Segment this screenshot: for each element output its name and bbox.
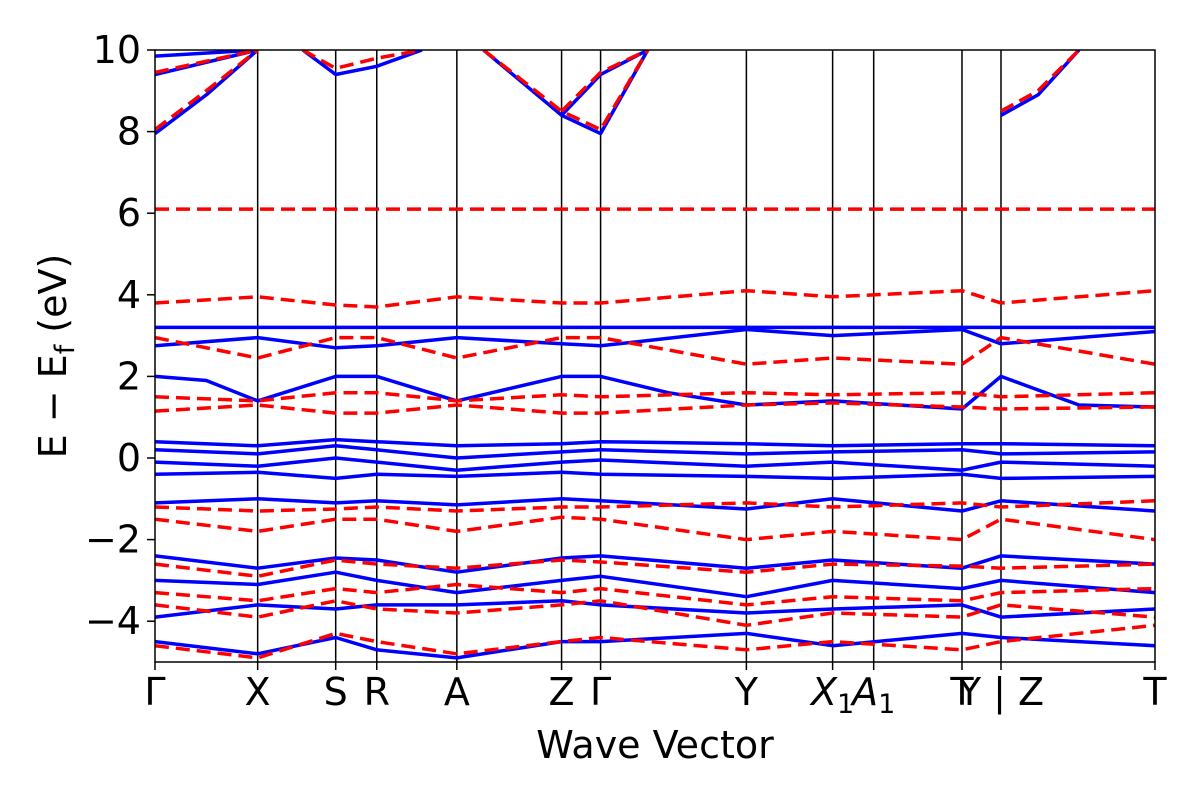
solid-band-line <box>155 497 1155 513</box>
dashed-band-line <box>155 390 1155 403</box>
solid-band-line <box>155 327 1155 350</box>
dashed-band-line <box>155 50 259 131</box>
solid-band-line <box>301 50 423 77</box>
dashed-band-line <box>155 401 1155 415</box>
dashed-band-line <box>155 599 1155 628</box>
y-tick-label: 6 <box>117 191 141 235</box>
dashed-band-line <box>155 499 1155 513</box>
solid-band-line <box>155 470 1155 481</box>
band-lines <box>155 50 1155 660</box>
x-tick-label: A1 <box>849 670 895 720</box>
dashed-band-line <box>155 50 259 75</box>
y-tick-label: 0 <box>117 436 141 480</box>
dashed-band-line <box>482 50 650 132</box>
solid-band-line <box>155 554 1155 574</box>
y-tick-label: 8 <box>117 110 141 154</box>
x-tick-label: R <box>364 670 390 714</box>
x-tick-label: Γ <box>144 670 165 714</box>
x-tick-label: Z <box>549 670 575 714</box>
y-axis-title: E − Ef (eV) <box>31 254 81 459</box>
dashed-band-line <box>155 582 1155 607</box>
x-tick-label: X1 <box>809 670 854 720</box>
y-tick-label: 10 <box>93 28 141 72</box>
y-axis-ticks: −4 −2 0 2 4 6 8 10 <box>85 28 155 643</box>
x-axis-title: Wave Vector <box>536 723 774 767</box>
x-tick-label: Γ <box>590 670 611 714</box>
solid-band-line <box>155 631 1155 660</box>
solid-band-line <box>1000 50 1081 117</box>
y-tick-label: −4 <box>85 599 141 643</box>
y-tick-label: 4 <box>117 273 141 317</box>
dashed-band-line <box>155 515 1155 542</box>
dashed-band-line <box>560 50 649 113</box>
y-tick-label: −2 <box>85 518 141 562</box>
high-symmetry-lines <box>256 50 1002 662</box>
y-tick-label: 2 <box>117 354 141 398</box>
solid-band-line <box>155 50 258 58</box>
solid-band-line <box>155 570 1155 599</box>
x-tick-label: Y | Z <box>957 670 1044 715</box>
dashed-band-line <box>155 623 1155 660</box>
solid-band-line <box>155 437 1155 448</box>
plot-frame <box>154 49 1156 663</box>
solid-band-line <box>155 456 1155 472</box>
plot-background <box>155 50 1155 662</box>
x-tick-label: A <box>444 670 470 714</box>
solid-band-line <box>155 374 1155 411</box>
solid-band-line <box>155 444 1155 460</box>
x-tick-label: T <box>949 670 974 714</box>
dashed-band-line <box>1000 50 1081 113</box>
x-tick-label: X <box>245 670 271 714</box>
dashed-band-line <box>155 335 1155 366</box>
x-tick-label: T <box>1142 670 1167 714</box>
x-tick-label: S <box>324 670 348 714</box>
dashed-band-line <box>155 288 1155 309</box>
x-tick-label: Y <box>734 670 759 714</box>
dashed-band-line <box>155 558 1155 579</box>
